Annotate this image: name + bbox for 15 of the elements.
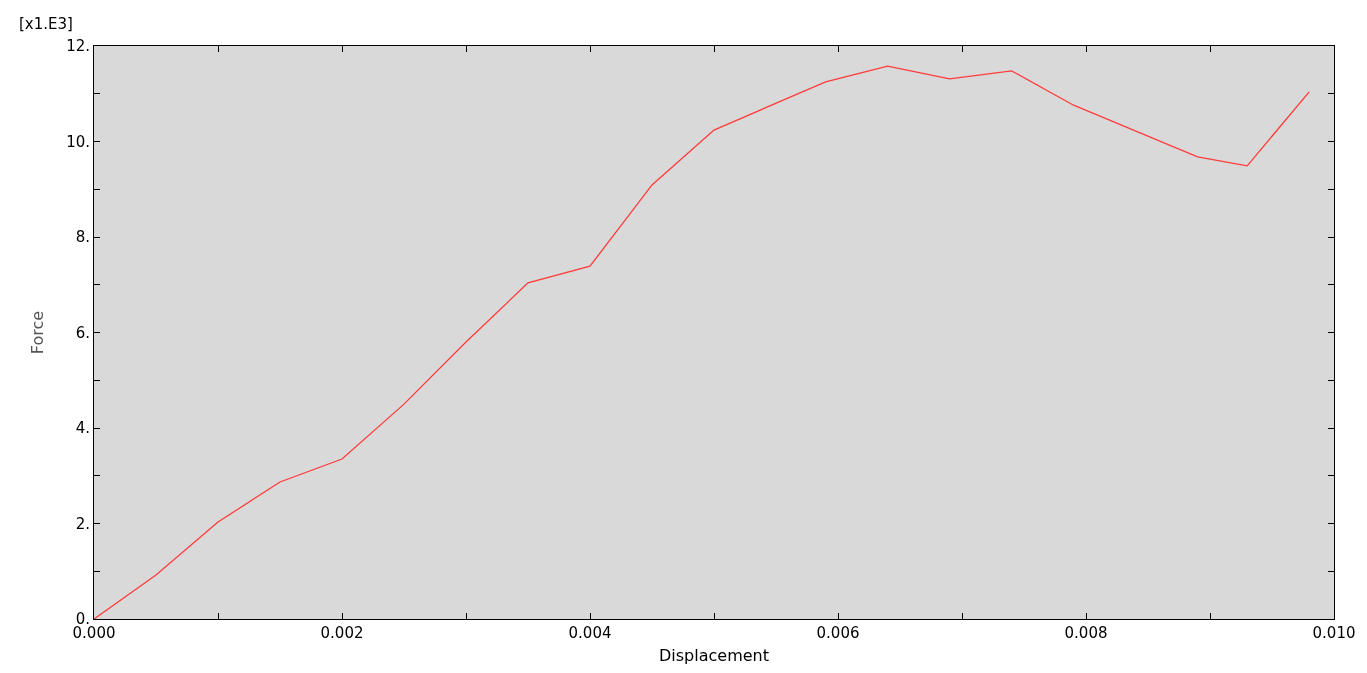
x-tick-label: 0.006 — [816, 624, 860, 642]
x-tick-label: 0.004 — [568, 624, 612, 642]
x-tick-label: 0.010 — [1312, 624, 1356, 642]
x-tick-label: 0.008 — [1064, 624, 1108, 642]
x-tick-label: 0.002 — [320, 624, 364, 642]
y-tick-label: 4. — [75, 419, 90, 438]
y-tick-label: 2. — [75, 514, 90, 533]
y-tick-label: 6. — [75, 323, 90, 342]
x-axis-title: Displacement — [659, 645, 769, 665]
y-tick-label: 8. — [75, 228, 90, 247]
line-series — [94, 65, 1310, 619]
y-tick-label: 10. — [66, 132, 90, 151]
y-tick-label: 12. — [66, 37, 90, 56]
text: [x1.E3] — [19, 15, 73, 33]
y-axis-title: Force — [28, 310, 48, 355]
